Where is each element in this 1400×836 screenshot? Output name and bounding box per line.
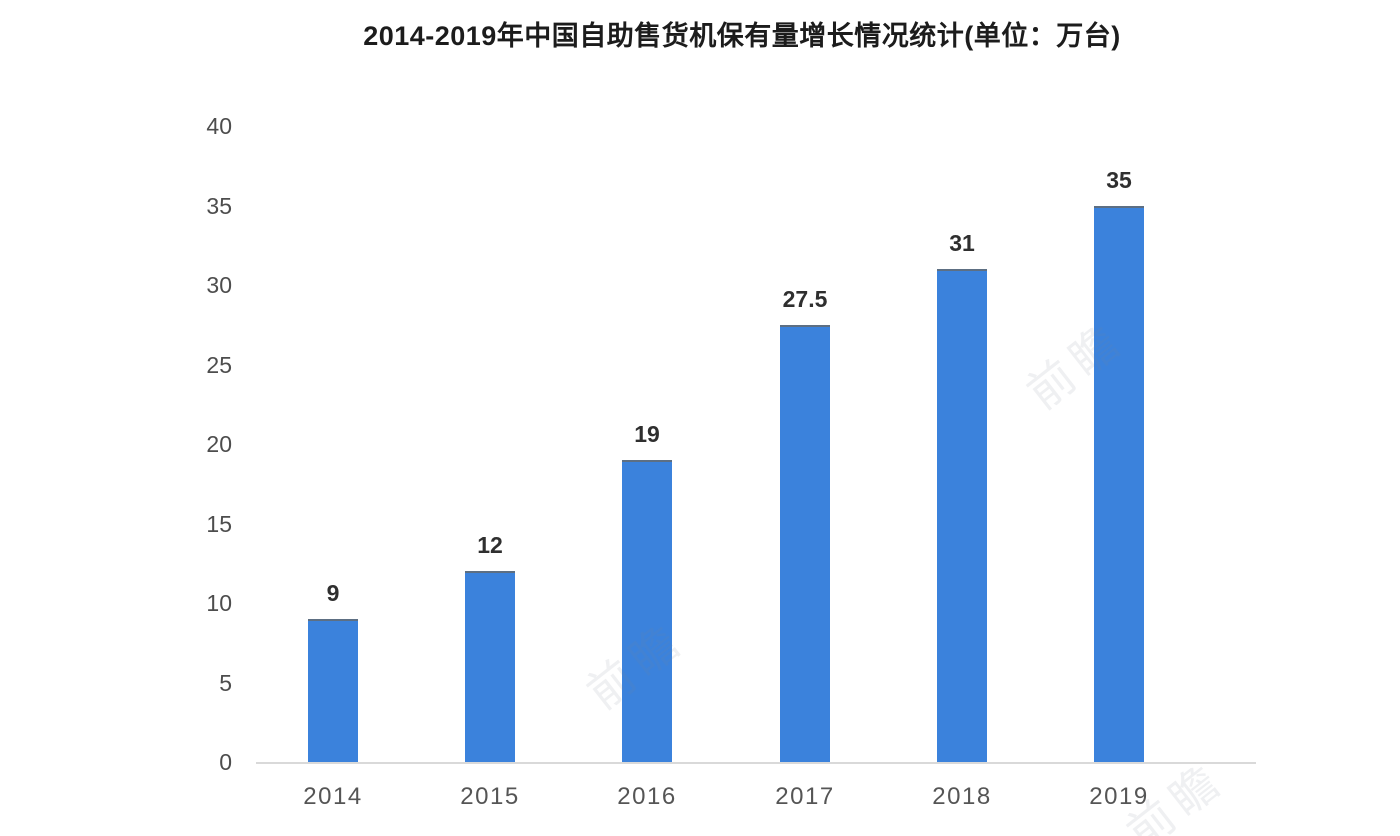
bar-value-label: 12 xyxy=(477,532,503,559)
bar-value-label: 9 xyxy=(326,579,340,606)
x-axis-line xyxy=(256,762,1256,764)
bar-value-label: 27.5 xyxy=(782,285,828,312)
bar-2018 xyxy=(937,269,987,762)
bar-2014 xyxy=(308,618,358,762)
bar-value-label: 19 xyxy=(634,420,660,447)
y-tick-label: 5 xyxy=(219,669,232,696)
x-tick-label-2015: 2015 xyxy=(460,783,520,810)
bar-2019 xyxy=(1094,205,1144,762)
x-tick-label-2016: 2016 xyxy=(617,783,677,810)
chart-title: 2014-2019年中国自助售货机保有量增长情况统计(单位：万台) xyxy=(363,21,1121,51)
bar-value-label: 31 xyxy=(949,230,975,257)
y-tick-label: 30 xyxy=(206,272,232,298)
bar-value-label: 35 xyxy=(1106,166,1132,193)
y-tick-label: 20 xyxy=(206,431,232,457)
bar-2016 xyxy=(622,459,672,762)
x-tick-label-2014: 2014 xyxy=(303,783,363,810)
x-tick-label-2018: 2018 xyxy=(932,783,992,810)
bar-2017 xyxy=(780,324,830,762)
x-tick-label-2017: 2017 xyxy=(775,783,835,810)
bar-2015 xyxy=(465,571,515,762)
y-tick-label: 40 xyxy=(206,113,232,139)
x-tick-label-2019: 2019 xyxy=(1089,783,1149,810)
y-tick-label: 15 xyxy=(206,510,232,537)
y-tick-label: 0 xyxy=(219,749,232,775)
y-tick-label: 25 xyxy=(206,351,232,378)
y-tick-label: 35 xyxy=(206,192,232,219)
y-tick-label: 10 xyxy=(206,590,232,616)
